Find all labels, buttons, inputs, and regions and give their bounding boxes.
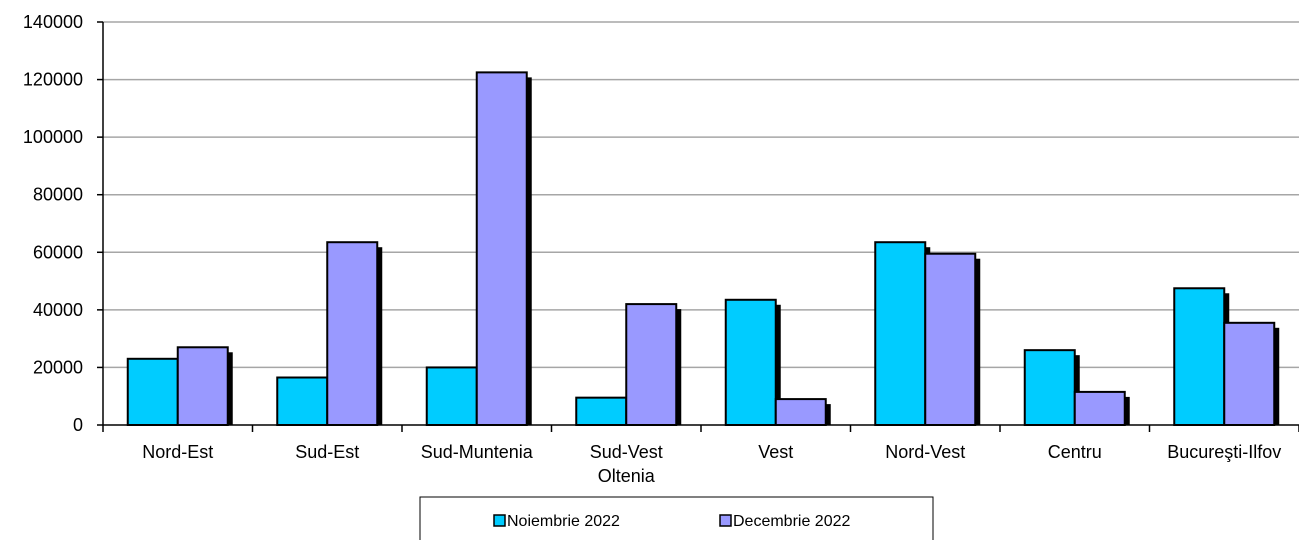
bar-decembrie bbox=[774, 398, 827, 427]
bar-noiembrie bbox=[1173, 287, 1226, 426]
y-tick-label: 0 bbox=[73, 415, 83, 435]
y-tick-label: 120000 bbox=[23, 70, 83, 90]
y-tick-label: 140000 bbox=[23, 12, 83, 32]
bar-decembrie bbox=[1073, 390, 1126, 426]
x-category-label: Nord-Est bbox=[142, 442, 213, 462]
bar-noiembrie bbox=[126, 357, 179, 426]
x-category-label: Sud-Vest Oltenia bbox=[590, 442, 663, 486]
bar-decembrie bbox=[475, 71, 528, 426]
bars bbox=[126, 71, 1280, 427]
x-category-label: Sud-Muntenia bbox=[421, 442, 534, 462]
y-tick-label: 40000 bbox=[33, 300, 83, 320]
bar-noiembrie bbox=[575, 396, 628, 426]
bar-decembrie bbox=[176, 346, 229, 426]
y-axis-ticks: 0 20000 40000 60000 80000 100000 120000 140000 bbox=[23, 12, 103, 435]
axes bbox=[102, 22, 1299, 432]
bar-decembrie bbox=[924, 252, 977, 426]
x-category-label: Vest bbox=[758, 442, 793, 462]
legend: Noiembrie 2022 Decembrie 2022 bbox=[419, 496, 934, 540]
gridlines bbox=[103, 21, 1299, 369]
bar-noiembrie bbox=[276, 376, 329, 426]
x-category-label: Nord-Vest bbox=[885, 442, 965, 462]
legend-swatch bbox=[719, 514, 732, 527]
x-axis-labels: Nord-Est Sud-Est Sud-Muntenia Sud-Vest Olten… bbox=[142, 442, 1281, 486]
bar-noiembrie bbox=[874, 241, 927, 426]
bar-noiembrie bbox=[1023, 349, 1076, 426]
x-category-label: Sud-Est bbox=[295, 442, 359, 462]
bar-noiembrie bbox=[724, 298, 777, 426]
bar-decembrie bbox=[1223, 321, 1276, 426]
x-category-label: Bucureşti-Ilfov bbox=[1167, 442, 1281, 462]
bar-noiembrie bbox=[425, 366, 478, 426]
y-tick-label: 100000 bbox=[23, 127, 83, 147]
legend-swatch bbox=[493, 514, 506, 527]
y-tick-label: 80000 bbox=[33, 185, 83, 205]
x-category-label: Centru bbox=[1048, 442, 1102, 462]
legend-label: Decembrie 2022 bbox=[733, 513, 851, 530]
y-tick-label: 60000 bbox=[33, 242, 83, 262]
bar-decembrie bbox=[625, 303, 678, 427]
legend-label: Noiembrie 2022 bbox=[507, 513, 620, 530]
bar-decembrie bbox=[326, 241, 379, 426]
y-tick-label: 20000 bbox=[33, 357, 83, 377]
